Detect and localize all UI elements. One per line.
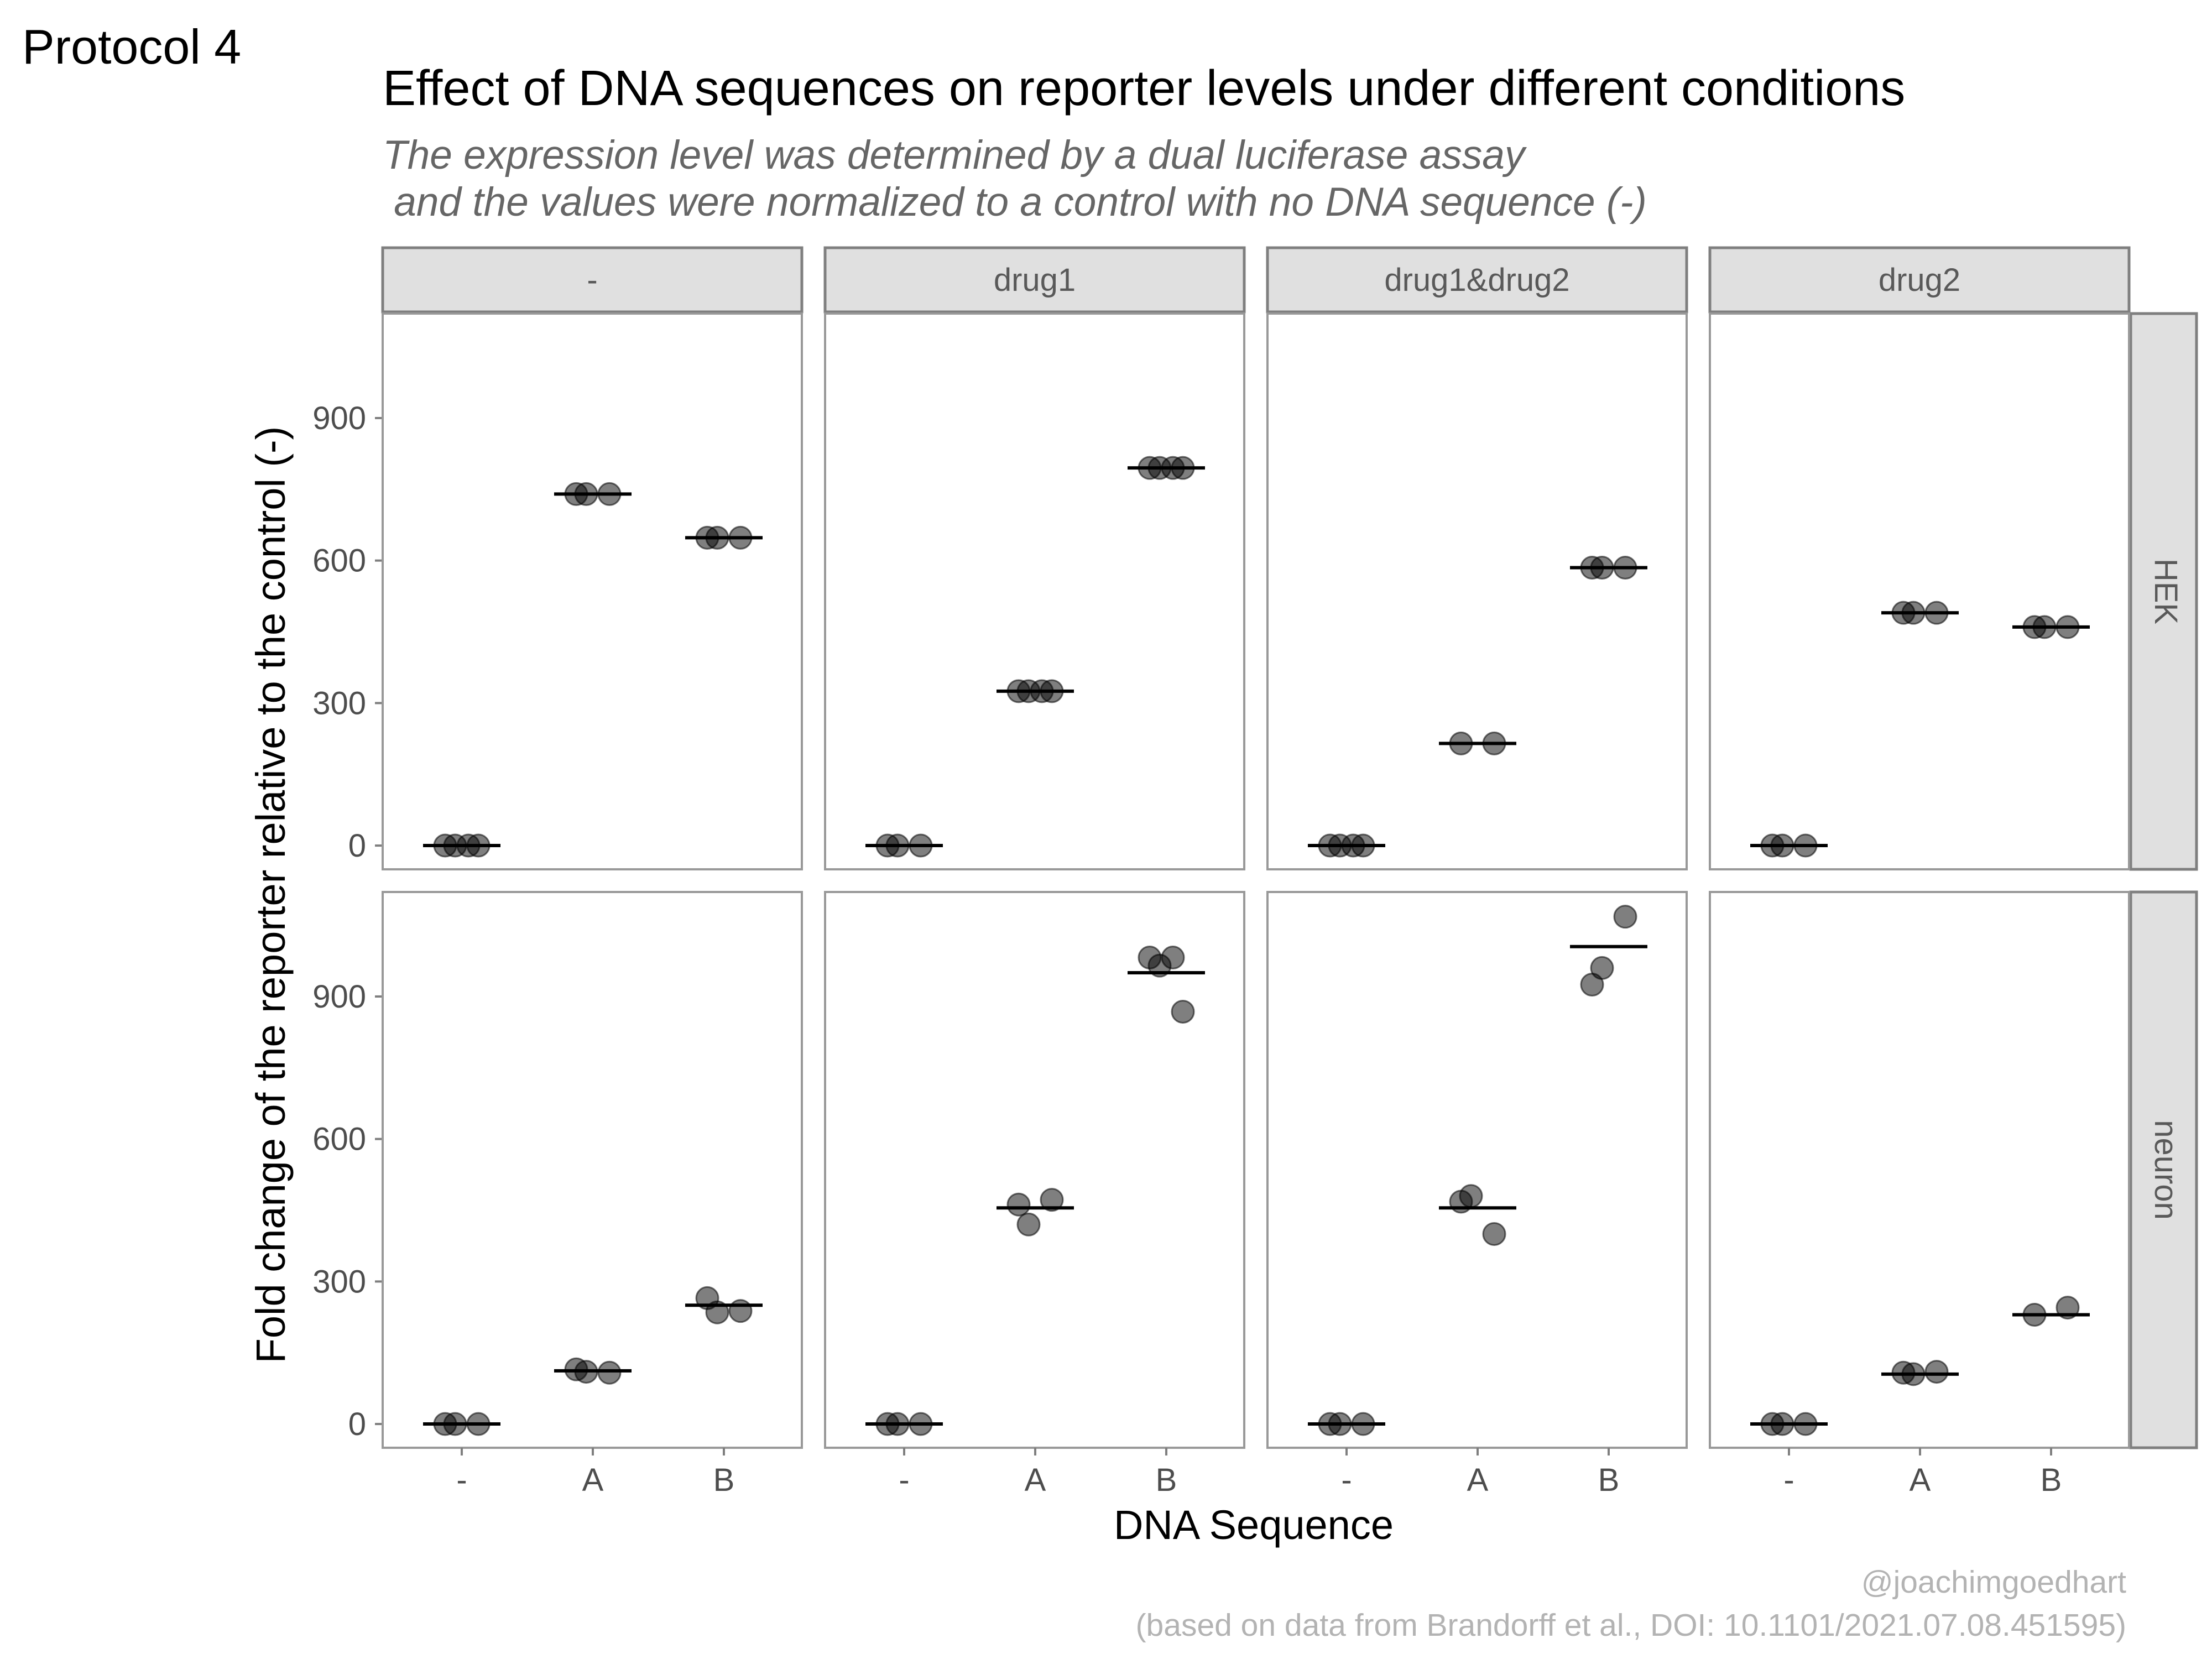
data-point-a bbox=[1016, 1212, 1041, 1237]
y-tick-label: 300 bbox=[312, 1264, 366, 1300]
strip-label-drug2: drug2 bbox=[1879, 262, 1960, 298]
panel-none-hek bbox=[382, 312, 803, 870]
chart-subtitle-line-2: and the values were normalized to a cont… bbox=[383, 180, 1647, 225]
credit-handle: @joachimgoedhart bbox=[1861, 1564, 2126, 1600]
x-tick-label: B bbox=[1598, 1462, 1620, 1498]
data-point-a bbox=[1040, 1188, 1064, 1212]
panel-drug1-and-drug2-hek bbox=[1266, 312, 1688, 870]
data-point-a bbox=[597, 1360, 622, 1385]
panel-drug1-neuron bbox=[824, 891, 1245, 1449]
x-tick-label: A bbox=[1025, 1462, 1046, 1498]
x-tick-label: - bbox=[1341, 1462, 1352, 1498]
strip-drug2 bbox=[1708, 246, 2131, 314]
data-point-b bbox=[1613, 905, 1637, 929]
data-point-a bbox=[1924, 1360, 1949, 1384]
x-tick-label: - bbox=[899, 1462, 909, 1498]
strip-label-drug1-and-drug2: drug1&drug2 bbox=[1384, 262, 1569, 298]
y-tick-label: 900 bbox=[312, 979, 366, 1015]
panel-drug1-hek bbox=[824, 312, 1245, 870]
chart-subtitle-line-1: The expression level was determined by a… bbox=[383, 133, 1527, 178]
credit-source: (based on data from Brandorff et al., DO… bbox=[1136, 1608, 2126, 1643]
data-point-a bbox=[1459, 1184, 1483, 1208]
x-tick-label: A bbox=[1467, 1462, 1489, 1498]
x-tick-label: A bbox=[582, 1462, 604, 1498]
data-point-b bbox=[1590, 956, 1614, 980]
data-point-a bbox=[1006, 1192, 1031, 1217]
strip-drug1 bbox=[823, 246, 1246, 314]
x-axis-title: DNA Sequence bbox=[1114, 1502, 1394, 1548]
strip-drug1-and-drug2 bbox=[1266, 246, 1688, 314]
y-tick-label: 600 bbox=[312, 543, 366, 579]
data-point-b bbox=[1171, 999, 1195, 1024]
x-tick-label: B bbox=[1156, 1462, 1177, 1498]
panel-drug2-neuron bbox=[1709, 891, 2130, 1449]
y-tick-label: 0 bbox=[348, 1406, 366, 1442]
x-tick-label: - bbox=[1783, 1462, 1794, 1498]
x-tick-label: - bbox=[456, 1462, 467, 1498]
strip-label-none: - bbox=[587, 262, 597, 298]
row-strip-label-neuron: neuron bbox=[2148, 1120, 2184, 1220]
y-axis-title: Fold change of the reporter relative to … bbox=[248, 426, 294, 1364]
data-point-a bbox=[1482, 1222, 1506, 1246]
data-point-b bbox=[728, 1299, 753, 1323]
x-tick-label: A bbox=[1910, 1462, 1931, 1498]
panel-drug1-and-drug2-neuron bbox=[1266, 891, 1688, 1449]
panel-drug2-hek bbox=[1709, 312, 2130, 870]
y-tick-label: 0 bbox=[348, 828, 366, 864]
x-tick-label: B bbox=[2041, 1462, 2062, 1498]
y-tick-label: 300 bbox=[312, 685, 366, 721]
chart-title: Effect of DNA sequences on reporter leve… bbox=[383, 61, 1905, 116]
x-tick-label: B bbox=[713, 1462, 735, 1498]
row-strip-neuron bbox=[2129, 890, 2198, 1449]
row-strip-label-hek: HEK bbox=[2148, 559, 2184, 625]
y-tick-label: 600 bbox=[312, 1121, 366, 1157]
protocol-label: Protocol 4 bbox=[22, 19, 241, 74]
y-tick-label: 900 bbox=[312, 400, 366, 436]
row-strip-hek bbox=[2129, 312, 2198, 871]
panel-grid: - drug1 drug1&drug2 drug2 HEK 0 300 600 900 neuro… bbox=[312, 246, 2198, 1498]
strip-label-drug1: drug1 bbox=[994, 262, 1076, 298]
panel-none-neuron bbox=[382, 891, 803, 1449]
data-point-b bbox=[1161, 946, 1185, 970]
strip-none bbox=[381, 246, 804, 314]
